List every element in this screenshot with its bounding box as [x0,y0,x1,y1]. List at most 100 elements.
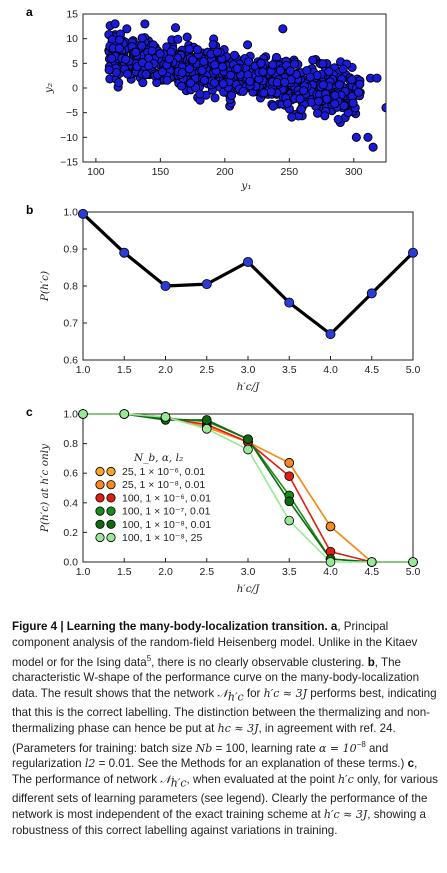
panel-a-xlabel: y₁ [240,180,251,192]
caption-alpha: α = 10 [319,742,357,755]
panel-c-point [161,413,170,422]
scatter-point [321,112,329,120]
panel-c-point [79,410,88,419]
panel-b-xtick-label: 5.0 [406,364,421,376]
panel-c-point [409,558,418,567]
panel-b-point [161,281,170,290]
scatter-point [257,59,265,67]
scatter-point [122,55,130,63]
figure-canvas: a b c 100 150 200 250 300151050−5−10−15y₁y₂ … [0,0,447,612]
scatter-point [138,42,146,50]
scatter-point [325,67,333,75]
panel-c-point [285,472,294,481]
panel-c-legend-title: N_b, α, l₂ [133,452,183,464]
figure-caption: Figure 4 | Learning the many-body-locali… [12,619,440,839]
scatter-point [145,62,153,70]
panel-b-point [285,298,294,307]
scatter-point [142,70,150,78]
panel-b-xtick-label: 3.5 [282,364,297,376]
panel-c-point [326,522,335,531]
panel-c-xtick-label: 2.0 [158,566,173,578]
panel-b-xtick-label: 1.5 [117,364,132,376]
panel-a-xtick-label: 100 [87,166,105,178]
panel-a-xtick-label: 200 [216,166,234,178]
panel-c-legend-marker [96,520,104,528]
panel-a-xtick-label: 150 [152,166,170,178]
scatter-point [239,87,247,95]
panel-b-xtick-label: 4.0 [323,364,338,376]
scatter-point [183,33,191,41]
caption-l2: l2 [85,757,96,770]
panel-c-xtick-label: 5.0 [406,566,421,578]
panel-b-ytick-label: 0.6 [63,355,78,367]
scatter-point [306,73,314,81]
panel-c-ytick-label: 0.8 [63,438,78,450]
panel-c-legend-marker [107,507,115,515]
panel-b-point [326,330,335,339]
panel-b-xtick-label: 4.5 [364,364,379,376]
panel-c-ytick-label: 0.0 [63,557,78,569]
caption-network-c-sub: h′c [171,777,187,790]
scatter-point [200,57,208,65]
panel-c-ylabel: P(h′c) at h′c only [39,443,51,533]
caption-hc-b: hc ≈ 3J [218,722,259,735]
scatter-point [339,65,347,73]
scatter-point [356,80,364,88]
scatter-point [369,143,377,151]
caption-cond-c: h′c ≈ 3J [324,808,367,821]
scatter-point [115,79,123,87]
panel-c-xtick-label: 2.5 [199,566,214,578]
scatter-point [185,65,193,73]
scatter-point [279,25,287,33]
caption-alpha-exp: −8 [357,740,366,749]
caption-network-b-sub: h′c [228,690,244,703]
panel-b-xtick-label: 2.5 [199,364,214,376]
scatter-point [267,88,275,96]
scatter-point [283,99,291,107]
panel-c-legend-entry: 100, 1 × 10⁻⁶, 0.01 [122,492,211,504]
scatter-point [211,94,219,102]
scatter-point [165,55,173,63]
scatter-point [323,95,331,103]
scatter-point [186,79,194,87]
panel-c-ytick-label: 1.0 [63,409,78,421]
scatter-point [158,68,166,76]
scatter-point [319,81,327,89]
panel-a-xtick-label: 300 [345,166,363,178]
caption-text-a2: , there is no clearly observable cluster… [151,655,364,668]
scatter-point [290,60,298,68]
scatter-point [185,45,193,53]
panel-b-point [367,289,376,298]
scatter-point [288,113,296,121]
panel-b-xtick-label: 2.0 [158,364,173,376]
scatter-point [198,66,206,74]
panel-c-xtick-label: 3.0 [241,566,256,578]
panel-c-point [202,424,211,433]
panel-c-legend-marker [96,533,104,541]
scatter-point [227,71,235,79]
scatter-point [319,60,327,68]
panel-label-a: a [26,5,33,19]
scatter-point [209,41,217,49]
scatter-point [193,45,201,53]
scatter-point [246,77,254,85]
panel-a-scatter-plot: 100 150 200 250 300151050−5−10−15y₁y₂ [43,9,390,193]
scatter-point [196,90,204,98]
scatter-point [281,78,289,86]
scatter-point [296,95,304,103]
panel-b-ytick-label: 0.7 [63,318,78,330]
panel-c-point [285,497,294,506]
panel-a-ytick-label: 10 [66,33,78,45]
caption-network-b: 𝒩 [217,687,228,700]
panel-c-legend-entry: 100, 1 × 10⁻⁸, 0.01 [122,519,211,531]
scatter-point [348,76,356,84]
panel-c-point [285,516,294,525]
scatter-point [373,74,381,82]
scatter-point [334,115,342,123]
panel-b-point [78,209,87,218]
panel-b-series-line [83,214,413,334]
panel-a-ytick-label: 0 [72,83,78,95]
scatter-point [259,68,267,76]
caption-nb: Nb [196,742,213,755]
panel-b-line-plot: 1.0 1.5 2.0 2.5 3.0 3.5 4.0 4.5 5.01.00.90.80.70… [39,207,420,394]
